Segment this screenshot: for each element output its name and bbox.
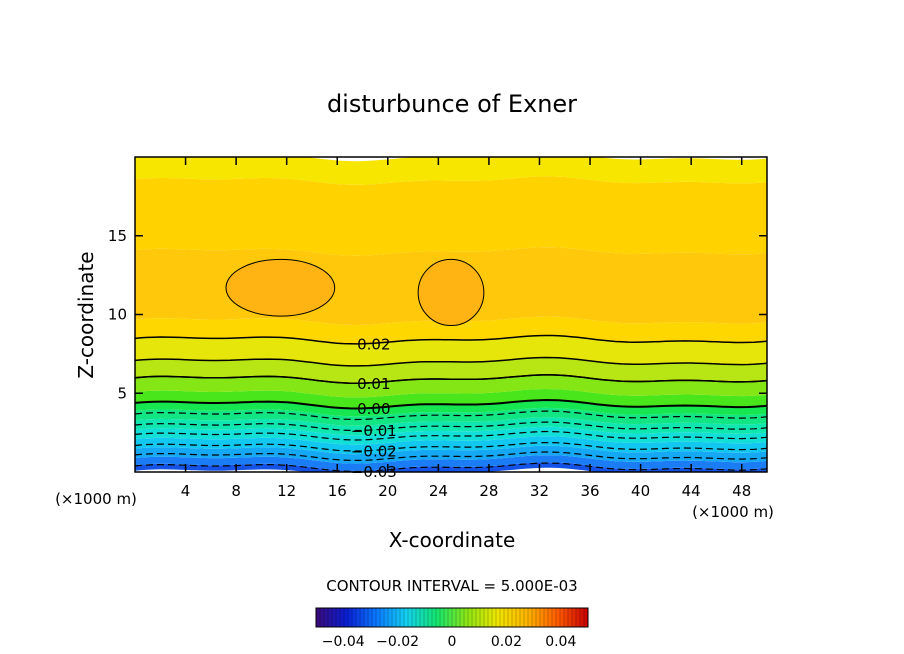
x-tick-label: 12: [277, 482, 296, 500]
y-tick-label: 10: [108, 306, 127, 324]
contour-lines: [135, 334, 767, 472]
x-tick-label: 24: [429, 482, 448, 500]
contour-line: [135, 430, 767, 441]
contour-line: [135, 410, 767, 421]
fill-band: [135, 445, 767, 464]
contour-label: 0.02: [357, 336, 390, 354]
y-tick-label: 15: [108, 227, 127, 245]
y-tick-label: 5: [117, 384, 127, 402]
x-tick-label: 48: [732, 482, 751, 500]
fill-band: [135, 407, 767, 426]
fill-band: [135, 426, 767, 445]
x-tick-label: 8: [231, 482, 241, 500]
x-tick-label: 20: [378, 482, 397, 500]
contour-line: [135, 462, 767, 472]
x-tick-label: 32: [530, 482, 549, 500]
x-tick-label: 44: [682, 482, 701, 500]
x-unit-label-left: (×1000 m): [55, 490, 137, 508]
colorbar: −0.04 −0.02 0 0.02 0.04: [315, 607, 589, 650]
contour-label: 0.01: [357, 375, 390, 393]
contour-line: [135, 442, 767, 452]
x-axis: 4 8 12 16 20 24 28 32 36 40 44 48: [181, 157, 751, 500]
contour-label: −0.02: [351, 443, 397, 461]
chart-title: disturbunce of Exner: [327, 90, 577, 118]
x-axis-label: X-coordinate: [389, 528, 516, 552]
fill-bands: [135, 157, 767, 472]
contour-line: [135, 334, 767, 345]
plot-area: [135, 157, 767, 472]
contour-label: 0.00: [357, 400, 390, 418]
contour-line: [135, 451, 767, 461]
contour-line: [135, 398, 767, 410]
fill-band: [135, 389, 767, 409]
fill-band: [135, 436, 767, 455]
contour-interval-text: CONTOUR INTERVAL = 5.000E-03: [326, 577, 577, 595]
x-tick-label: 16: [328, 482, 347, 500]
fill-band: [135, 462, 767, 472]
x-tick-label: 4: [181, 482, 191, 500]
fill-band: [135, 157, 767, 185]
fill-band: [135, 335, 767, 366]
colorbar-tick-label: 0: [448, 634, 457, 650]
maxima-regions: [225, 258, 485, 327]
x-tick-label: 36: [580, 482, 599, 500]
x-tick-label: 40: [631, 482, 650, 500]
colorbar-tick-label: −0.02: [376, 634, 419, 650]
x-unit-label-right: (×1000 m): [692, 503, 774, 521]
x-tick-label: 28: [479, 482, 498, 500]
contour-line: [135, 421, 767, 432]
fill-band: [135, 400, 767, 417]
maximum-region: [225, 258, 336, 317]
maximum-region: [417, 258, 485, 327]
contour-label: −0.01: [351, 422, 397, 440]
colorbar-tick-label: −0.04: [322, 634, 365, 650]
y-axis-label: Z-coordinate: [74, 251, 98, 378]
fill-band: [135, 316, 767, 344]
fill-band: [135, 455, 767, 471]
colorbar-tick-label: 0.02: [491, 634, 522, 650]
colorbar-tick-label: 0.04: [545, 634, 576, 650]
contour-line: [135, 356, 767, 367]
contour-labels: −0.03−0.02−0.010.000.010.02: [351, 336, 397, 482]
fill-band: [135, 176, 767, 256]
contour-line: [135, 374, 767, 385]
fill-band: [135, 417, 767, 436]
y-axis: 5 10 15: [108, 227, 767, 402]
